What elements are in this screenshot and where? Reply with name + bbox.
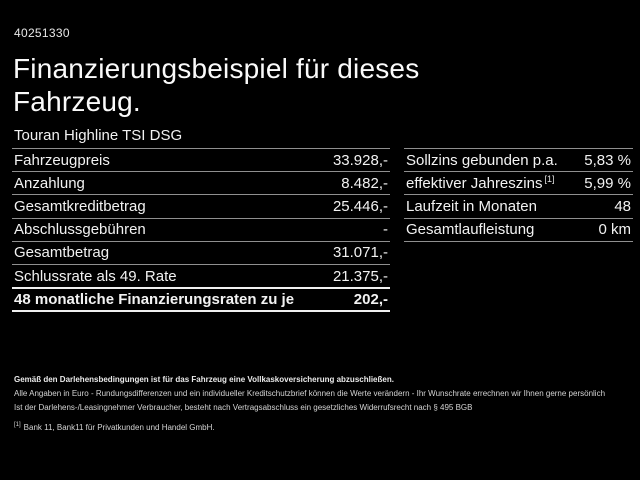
row-label-text: effektiver Jahreszins xyxy=(406,174,543,192)
legal-footnotes: Gemäß den Darlehensbedingungen ist für d… xyxy=(14,373,628,435)
row-label: Schlussrate als 49. Rate xyxy=(14,267,177,285)
page-title: Finanzierungsbeispiel für dieses Fahrzeu… xyxy=(13,53,420,117)
table-row-down-payment: Anzahlung 8.482,- xyxy=(12,171,390,194)
table-row-term-months: Laufzeit in Monaten 48 xyxy=(404,194,633,217)
bank-footnote-text: Bank 11, Bank11 für Privatkunden und Han… xyxy=(23,423,215,432)
bank-footnote: [1] Bank 11, Bank11 für Privatkunden und … xyxy=(14,421,628,435)
table-row-closing-fees: Abschlussgebühren - xyxy=(12,217,390,241)
table-row-final-installment: Schlussrate als 49. Rate 21.375,- xyxy=(12,263,390,287)
vehicle-model-subtitle: Touran Highline TSI DSG xyxy=(14,127,183,144)
row-value: 31.071,- xyxy=(332,244,388,262)
row-value: 5,99 % xyxy=(584,174,631,192)
table-row-total-amount: Gesamtbetrag 31.071,- xyxy=(12,240,390,264)
row-label: 48 monatliche Finanzierungsraten zu je xyxy=(14,291,295,309)
row-value: 48 xyxy=(614,197,631,215)
row-value: 202,- xyxy=(353,291,388,309)
row-value: 0 km xyxy=(598,221,631,239)
table-row-total-credit: Gesamtkreditbetrag 25.446,- xyxy=(12,194,390,217)
disclaimer-line-1: Alle Angaben in Euro - Rundungsdifferenz… xyxy=(14,389,606,398)
row-label: Gesamtlaufleistung xyxy=(406,221,535,239)
row-label: Laufzeit in Monaten xyxy=(406,197,537,215)
row-label: Abschlussgebühren xyxy=(14,221,146,239)
row-label: Sollzins gebunden p.a. xyxy=(406,151,558,169)
footnote-marker: [1] xyxy=(544,173,555,184)
table-row-monthly-rate: 48 monatliche Finanzierungsraten zu je 2… xyxy=(12,287,390,313)
table-row-vehicle-price: Fahrzeugpreis 33.928,- xyxy=(12,148,390,171)
row-label: Fahrzeugpreis xyxy=(14,151,110,169)
row-label: Gesamtkreditbetrag xyxy=(14,197,146,215)
row-label: Gesamtbetrag xyxy=(14,244,110,262)
disclaimer-line-2: Ist der Darlehens-/Leasingnehmer Verbrau… xyxy=(14,403,473,412)
insurance-note: Gemäß den Darlehensbedingungen ist für d… xyxy=(14,375,394,384)
row-value: 5,83 % xyxy=(584,151,631,169)
row-label: Anzahlung xyxy=(14,174,85,192)
reference-number: 40251330 xyxy=(14,26,70,40)
table-row-effective-interest: effektiver Jahreszins [1] 5,99 % xyxy=(404,171,633,194)
row-value: 25.446,- xyxy=(332,197,388,215)
row-label: effektiver Jahreszins [1] xyxy=(406,173,555,192)
row-value: 21.375,- xyxy=(332,267,388,285)
table-row-total-mileage: Gesamtlaufleistung 0 km xyxy=(404,217,633,241)
financing-conditions-table: Sollzins gebunden p.a. 5,83 % effektiver… xyxy=(404,148,633,242)
row-value: 33.928,- xyxy=(332,151,388,169)
row-value: - xyxy=(383,221,388,239)
table-row-fixed-interest: Sollzins gebunden p.a. 5,83 % xyxy=(404,148,633,171)
footnote-marker: [1] xyxy=(14,422,21,429)
row-value: 8.482,- xyxy=(341,174,388,192)
financing-amounts-table: Fahrzeugpreis 33.928,- Anzahlung 8.482,-… xyxy=(12,148,390,313)
